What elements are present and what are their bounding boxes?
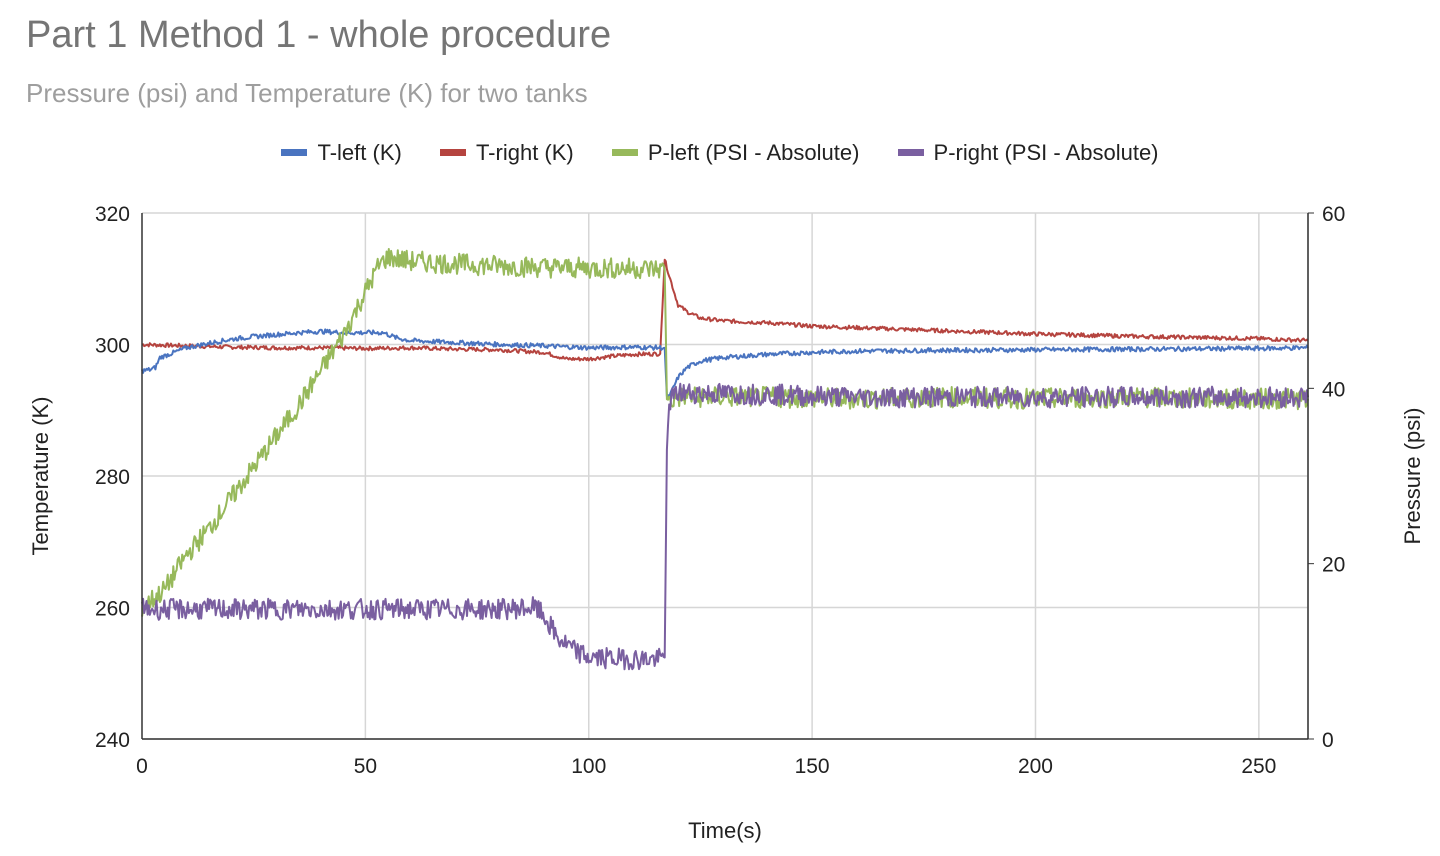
grid-lines	[142, 212, 1309, 740]
y-left-tick-label: 280	[95, 466, 130, 489]
x-axis-title: Time(s)	[688, 818, 762, 843]
legend-label-t-left: T-left (K)	[317, 140, 402, 165]
legend-swatch-p-left	[611, 148, 638, 156]
y-right-tick-label: 40	[1322, 378, 1345, 401]
y-axis-left-title: Temperature (K)	[28, 397, 53, 556]
chart-legend: T-left (K) T-right (K) P-left (PSI - Abs…	[0, 140, 1440, 166]
series-layer	[141, 248, 1309, 671]
legend-item-t-right[interactable]: T-right (K)	[439, 140, 574, 166]
y-left-tick-label: 240	[95, 729, 130, 752]
legend-item-p-right[interactable]: P-right (PSI - Absolute)	[897, 140, 1159, 166]
legend-item-p-left[interactable]: P-left (PSI - Absolute)	[611, 140, 860, 166]
series-line-t-left-k[interactable]	[141, 328, 1309, 399]
y-right-tick-label: 60	[1322, 203, 1345, 226]
y-left-tick-label: 300	[95, 335, 130, 358]
legend-label-p-right: P-right (PSI - Absolute)	[933, 140, 1159, 165]
x-tick-label: 0	[136, 755, 148, 778]
y-right-tick-label: 20	[1322, 554, 1345, 577]
legend-label-p-left: P-left (PSI - Absolute)	[647, 140, 860, 165]
chart-title: Part 1 Method 1 - whole procedure	[26, 14, 612, 56]
y-right-tick-label: 0	[1322, 729, 1334, 752]
x-tick-label: 150	[795, 755, 830, 778]
legend-swatch-p-right	[897, 148, 924, 156]
y-left-tick-label: 320	[95, 203, 130, 226]
legend-item-t-left[interactable]: T-left (K)	[281, 140, 402, 166]
series-line-p-left-psi-absolute[interactable]	[141, 248, 1309, 617]
x-tick-label: 100	[571, 755, 606, 778]
legend-swatch-t-right	[439, 148, 466, 156]
x-tick-label: 200	[1018, 755, 1053, 778]
axes	[141, 212, 1314, 740]
legend-label-t-right: T-right (K)	[475, 140, 574, 165]
tick-labels: 0 50 100 150 200 250 240 260 280 300 320 0 20 40 60	[95, 203, 1345, 778]
legend-swatch-t-left	[281, 148, 308, 156]
y-axis-right-title: Pressure (psi)	[1400, 408, 1425, 545]
x-tick-label: 250	[1241, 755, 1276, 778]
chart-subtitle: Pressure (psi) and Temperature (K) for t…	[26, 78, 588, 108]
x-tick-label: 50	[354, 755, 377, 778]
series-line-t-right-k[interactable]	[141, 258, 1309, 362]
y-left-tick-label: 260	[95, 598, 130, 621]
series-line-p-right-psi-absolute[interactable]	[141, 382, 1309, 671]
